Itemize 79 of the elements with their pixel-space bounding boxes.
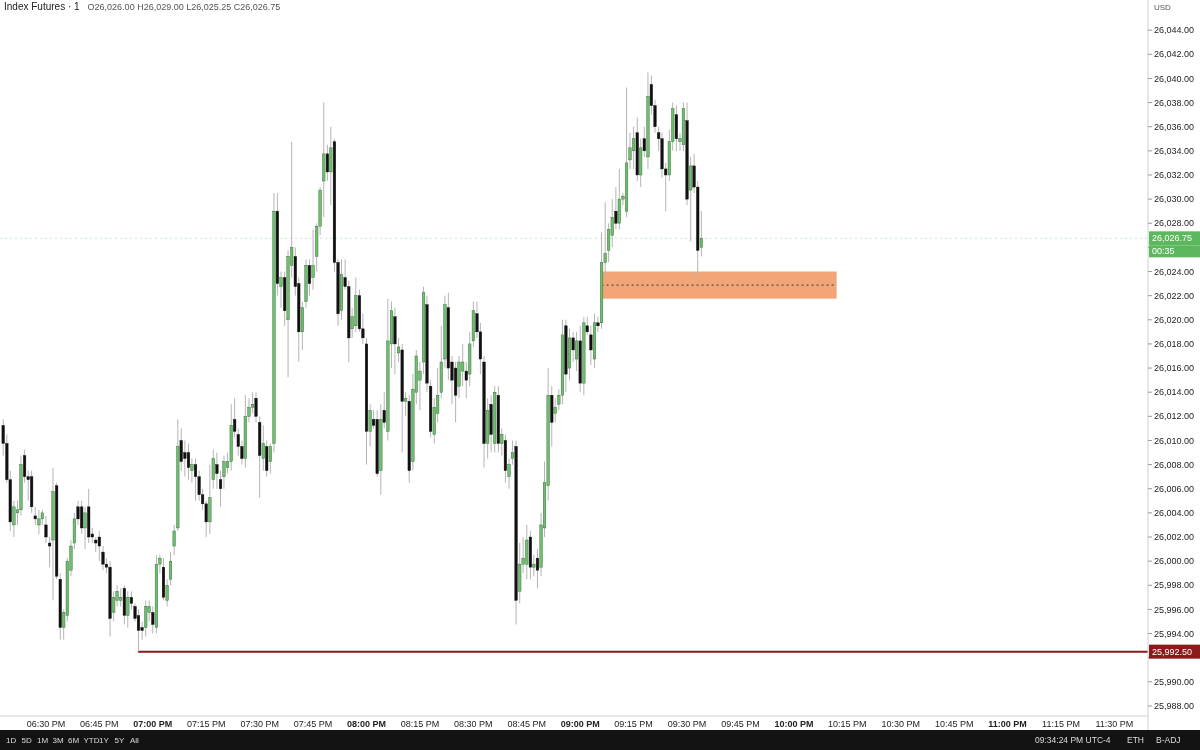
x-tick-label: 07:45 PM (293, 719, 333, 730)
text: 5D (21, 735, 32, 745)
y-tick-label: 26,022.00 (1154, 290, 1195, 301)
candlestick (183, 439, 187, 478)
x-tick-label: 07:00 PM (133, 719, 173, 730)
candlestick (699, 210, 703, 257)
text: 1M (37, 735, 49, 745)
text: 00:35 (1152, 246, 1175, 257)
x-tick-label: 08:00 PM (346, 719, 387, 730)
ref-line-label: 25,992.50 (1152, 646, 1193, 657)
y-tick-label: 26,008.00 (1154, 459, 1195, 470)
candlestick (186, 442, 190, 481)
y-tick-label: 26,014.00 (1154, 387, 1195, 398)
y-tick-label: 26,002.00 (1154, 532, 1195, 543)
x-tick-label: 07:30 PM (240, 719, 279, 730)
y-tick-label: 26,018.00 (1154, 339, 1195, 350)
candlestick (126, 590, 130, 629)
x-tick-label: 07:15 PM (186, 719, 226, 730)
x-tick-label: 09:15 PM (614, 719, 653, 730)
x-tick-label: 06:45 PM (80, 719, 119, 730)
y-tick-label: 26,024.00 (1154, 266, 1195, 277)
x-tick-label: 09:45 PM (721, 719, 760, 730)
x-tick-label: 11:00 PM (988, 719, 1027, 730)
text: 09:34:24 PM UTC-4 (1035, 734, 1111, 745)
text: All (130, 735, 140, 745)
text: 6M (68, 735, 80, 745)
text: 1Y (99, 735, 110, 745)
y-tick-label: 26,012.00 (1154, 411, 1195, 422)
y-tick-label: 25,996.00 (1154, 604, 1195, 615)
x-tick-label: 11:15 PM (1042, 719, 1080, 730)
x-tick-label: 06:30 PM (26, 719, 66, 730)
y-tick-label: 26,040.00 (1154, 73, 1195, 84)
y-tick-label: 26,038.00 (1154, 97, 1195, 108)
candlestick (194, 458, 198, 502)
candlestick (632, 126, 636, 170)
chart-subtitle: O26,026.00 H26,029.00 L26,025.25 C26,026.75 (87, 2, 281, 12)
y-tick-label: 26,000.00 (1154, 556, 1195, 567)
y-tick-label: 26,030.00 (1154, 194, 1195, 205)
text: YTD (83, 735, 100, 745)
y-tick-label: 25,994.00 (1154, 628, 1195, 639)
y-tick-label: 26,010.00 (1154, 435, 1195, 446)
x-tick-label: 08:30 PM (454, 719, 493, 730)
x-tick-label: 08:15 PM (400, 719, 440, 730)
y-tick-label: 26,042.00 (1154, 49, 1195, 60)
candlestick (575, 331, 579, 372)
candlestick (325, 144, 329, 182)
x-tick-label: 09:00 PM (560, 719, 600, 730)
candlestick (119, 587, 123, 607)
y-tick-label: 26,028.00 (1154, 218, 1195, 229)
text: ETH (1127, 734, 1144, 745)
y-tick-label: 26,020.00 (1154, 314, 1195, 325)
x-tick-label: 11:30 PM (1095, 719, 1134, 730)
y-tick-label: 26,036.00 (1154, 121, 1195, 132)
text: USD (1154, 3, 1172, 12)
y-tick-label: 26,016.00 (1154, 363, 1195, 374)
text: 1D (6, 735, 17, 745)
x-tick-label: 08:45 PM (507, 719, 547, 730)
x-tick-label: 10:00 PM (774, 719, 814, 730)
x-tick-label: 10:45 PM (934, 719, 974, 730)
candlestick (144, 599, 148, 638)
ref-line-label: 26,026.75 (1152, 233, 1193, 244)
y-tick-label: 25,990.00 (1154, 676, 1195, 687)
x-tick-label: 10:15 PM (828, 719, 867, 730)
chart-title: Index Futures · 1 (4, 1, 80, 12)
y-tick-label: 25,988.00 (1154, 701, 1195, 712)
y-tick-label: 26,044.00 (1154, 25, 1195, 36)
candlestick (83, 506, 87, 550)
text: 3M (52, 735, 64, 745)
y-tick-label: 26,034.00 (1154, 145, 1195, 156)
y-tick-label: 25,998.00 (1154, 580, 1195, 591)
y-tick-label: 26,004.00 (1154, 508, 1195, 519)
candlestick (368, 403, 372, 447)
x-tick-label: 10:30 PM (881, 719, 921, 730)
y-tick-label: 26,006.00 (1154, 483, 1195, 494)
x-tick-label: 09:30 PM (667, 719, 707, 730)
candlestick (532, 554, 536, 577)
text: 5Y (114, 735, 125, 745)
text: B-ADJ (1156, 734, 1181, 745)
y-tick-label: 26,032.00 (1154, 170, 1195, 181)
